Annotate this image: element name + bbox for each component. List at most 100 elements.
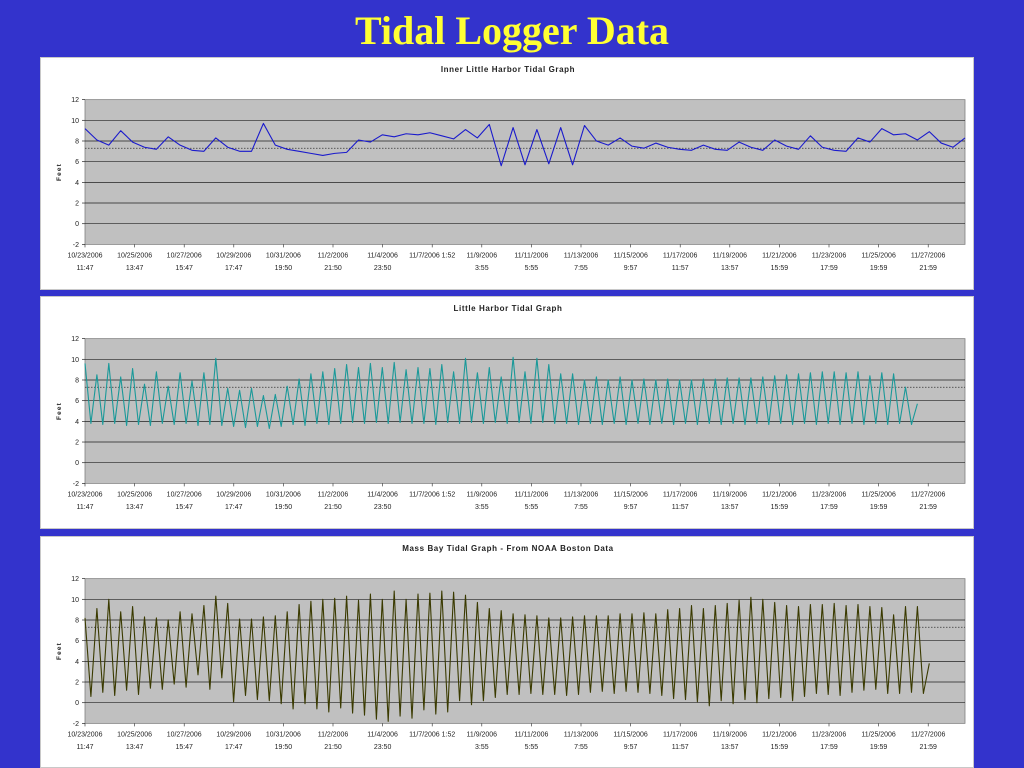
chart-panel-inner-little-harbor: Inner Little Harbor Tidal Graph -2 0 2 4 6 8 10… xyxy=(40,57,974,290)
x-tick-label-date: 10/31/2006 xyxy=(266,731,301,738)
x-tick-label-date: 11/7/2006 1:52 xyxy=(409,731,455,738)
chart-svg: Inner Little Harbor Tidal Graph -2 0 2 4 6 8 10… xyxy=(56,65,966,272)
x-tick-label-time: 15:47 xyxy=(175,744,193,751)
x-tick-label-date: 11/2/2006 xyxy=(318,252,349,259)
x-tick-label-date: 10/29/2006 xyxy=(216,491,251,498)
x-tick-label-date: 10/23/2006 xyxy=(67,252,102,259)
x-tick-label-date: 11/2/2006 xyxy=(318,491,349,498)
chart-title: Mass Bay Tidal Graph - From NOAA Boston … xyxy=(402,544,613,553)
x-tick-label-date: 11/9/2006 xyxy=(466,491,497,498)
x-tick-label-time: 15:47 xyxy=(175,504,193,511)
x-tick-label-time: 19:50 xyxy=(275,744,293,751)
x-tick-label-date: 11/19/2006 xyxy=(713,491,748,498)
x-tick-label-date: 11/21/2006 xyxy=(762,491,797,498)
y-tick-label: 12 xyxy=(71,97,79,104)
plot-area xyxy=(84,99,966,245)
x-tick-label-date: 10/27/2006 xyxy=(167,252,202,259)
y-tick-label: -2 xyxy=(73,242,79,249)
x-tick-label-date: 11/13/2006 xyxy=(564,491,599,498)
x-tick-label-time: 13:57 xyxy=(721,265,739,272)
x-tick-label-time: 5:55 xyxy=(525,744,539,751)
x-tick-label-time: 13:57 xyxy=(721,744,739,751)
x-tick-label-time: 9:57 xyxy=(624,744,638,751)
x-tick-label-time: 11:47 xyxy=(77,265,94,272)
x-tick-label-time: 15:47 xyxy=(175,265,193,272)
x-tick-label-time: 7:55 xyxy=(574,504,588,511)
x-tick-label-time: 11:57 xyxy=(672,504,689,511)
y-tick-label: 2 xyxy=(75,680,79,687)
chart-panel-little-harbor: Little Harbor Tidal Graph -2 0 2 4 6 8 10 12 Feet… xyxy=(40,296,974,529)
x-tick-label-date: 11/9/2006 xyxy=(466,252,497,259)
x-tick-label-time: 21:50 xyxy=(324,504,342,511)
y-tick-label: -2 xyxy=(73,721,79,728)
x-tick-label-date: 10/25/2006 xyxy=(117,491,152,498)
x-tick-label-date: 11/25/2006 xyxy=(861,252,896,259)
x-tick-label-date: 11/7/2006 1:52 xyxy=(409,491,455,498)
x-tick-label-date: 11/17/2006 xyxy=(663,252,698,259)
x-tick-label-date: 11/21/2006 xyxy=(762,252,797,259)
x-tick-label-time: 5:55 xyxy=(525,504,539,511)
x-tick-label-date: 11/25/2006 xyxy=(861,491,896,498)
y-tick-label: 6 xyxy=(75,638,79,645)
x-tick-label-time: 21:59 xyxy=(919,744,937,751)
series-line xyxy=(84,122,966,167)
x-tick-label-date: 11/23/2006 xyxy=(812,731,847,738)
plot-area xyxy=(84,578,966,724)
x-tick-label-time: 21:50 xyxy=(324,744,342,751)
x-tick-label-date: 11/15/2006 xyxy=(613,252,648,259)
x-tick-label-time: 13:57 xyxy=(721,504,739,511)
x-tick-label-time: 19:59 xyxy=(870,265,888,272)
x-tick-label-date: 11/23/2006 xyxy=(812,252,847,259)
x-tick-label-time: 9:57 xyxy=(624,265,638,272)
plot-area xyxy=(84,338,966,484)
x-tick-label-time: 3:55 xyxy=(475,744,489,751)
y-tick-label: 2 xyxy=(75,440,79,447)
x-tick-label-date: 10/23/2006 xyxy=(67,491,102,498)
x-tick-label-time: 15:59 xyxy=(771,744,789,751)
x-tick-label-time: 17:59 xyxy=(820,504,838,511)
x-tick-label-time: 19:50 xyxy=(275,265,293,272)
x-tick-label-time: 21:59 xyxy=(919,265,937,272)
x-tick-label-time: 17:47 xyxy=(225,744,243,751)
y-tick-label: 4 xyxy=(75,180,79,187)
x-tick-label-date: 11/27/2006 xyxy=(911,731,946,738)
x-tick-label-time: 19:59 xyxy=(870,504,888,511)
x-tick-label-date: 11/25/2006 xyxy=(861,731,896,738)
x-tick-label-time: 23:50 xyxy=(374,265,392,272)
x-tick-label-date: 11/4/2006 xyxy=(367,491,398,498)
x-tick-label-time: 11:47 xyxy=(77,504,94,511)
y-tick-label: 2 xyxy=(75,201,79,208)
x-tick-label-date: 10/27/2006 xyxy=(167,731,202,738)
x-tick-label-time: 3:55 xyxy=(475,265,489,272)
x-tick-label-date: 11/15/2006 xyxy=(613,491,648,498)
series-line xyxy=(84,356,918,430)
x-tick-label-time: 23:50 xyxy=(374,504,392,511)
y-tick-label: 8 xyxy=(75,617,79,624)
x-tick-label-date: 11/11/2006 xyxy=(514,252,548,259)
x-tick-label-date: 10/29/2006 xyxy=(216,731,251,738)
x-tick-label-date: 10/31/2006 xyxy=(266,491,301,498)
x-tick-label-date: 11/23/2006 xyxy=(812,491,847,498)
x-tick-label-date: 10/27/2006 xyxy=(167,491,202,498)
x-tick-label-time: 13:47 xyxy=(126,265,144,272)
y-tick-label: 10 xyxy=(71,357,79,364)
chart-panel-mass-bay: Mass Bay Tidal Graph - From NOAA Boston … xyxy=(40,536,974,768)
x-tick-label-time: 15:59 xyxy=(771,504,789,511)
x-tick-label-date: 10/25/2006 xyxy=(117,731,152,738)
x-tick-label-date: 10/31/2006 xyxy=(266,252,301,259)
chart-svg: Little Harbor Tidal Graph -2 0 2 4 6 8 10 12 Feet… xyxy=(56,304,966,511)
x-tick-label-time: 17:59 xyxy=(820,265,838,272)
y-tick-label: 6 xyxy=(75,398,79,405)
y-axis-label: Feet xyxy=(56,642,63,660)
x-tick-label-time: 5:55 xyxy=(525,265,539,272)
x-tick-label-time: 17:59 xyxy=(820,744,838,751)
x-tick-label-date: 11/21/2006 xyxy=(762,731,797,738)
x-tick-label-date: 11/2/2006 xyxy=(318,731,349,738)
x-tick-label-time: 13:47 xyxy=(126,744,144,751)
x-tick-label-time: 11:57 xyxy=(672,744,689,751)
x-tick-label-date: 11/11/2006 xyxy=(514,731,548,738)
slide-title: Tidal Logger Data xyxy=(354,8,670,53)
y-tick-label: 0 xyxy=(75,460,79,467)
x-tick-label-time: 9:57 xyxy=(624,504,638,511)
x-tick-label-time: 13:47 xyxy=(126,504,144,511)
